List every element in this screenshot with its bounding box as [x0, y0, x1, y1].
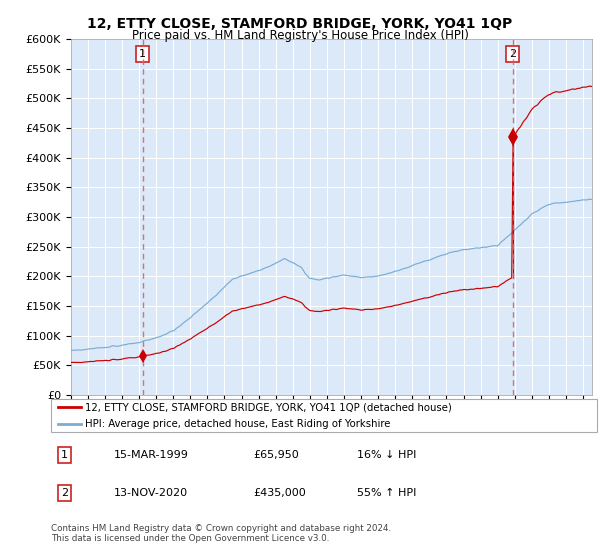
Text: 15-MAR-1999: 15-MAR-1999	[114, 450, 188, 460]
Text: 2: 2	[509, 49, 516, 59]
Text: HPI: Average price, detached house, East Riding of Yorkshire: HPI: Average price, detached house, East…	[85, 419, 391, 429]
Text: 12, ETTY CLOSE, STAMFORD BRIDGE, YORK, YO41 1QP (detached house): 12, ETTY CLOSE, STAMFORD BRIDGE, YORK, Y…	[85, 402, 452, 412]
Text: 1: 1	[61, 450, 68, 460]
Text: Contains HM Land Registry data © Crown copyright and database right 2024.
This d: Contains HM Land Registry data © Crown c…	[51, 524, 391, 543]
Text: 16% ↓ HPI: 16% ↓ HPI	[357, 450, 416, 460]
FancyBboxPatch shape	[51, 399, 597, 432]
Text: 2: 2	[61, 488, 68, 498]
Text: £435,000: £435,000	[253, 488, 306, 498]
Text: 12, ETTY CLOSE, STAMFORD BRIDGE, YORK, YO41 1QP: 12, ETTY CLOSE, STAMFORD BRIDGE, YORK, Y…	[88, 17, 512, 31]
Text: 1: 1	[139, 49, 146, 59]
Text: £65,950: £65,950	[253, 450, 299, 460]
Text: 13-NOV-2020: 13-NOV-2020	[114, 488, 188, 498]
Text: Price paid vs. HM Land Registry's House Price Index (HPI): Price paid vs. HM Land Registry's House …	[131, 29, 469, 42]
Text: 55% ↑ HPI: 55% ↑ HPI	[357, 488, 416, 498]
